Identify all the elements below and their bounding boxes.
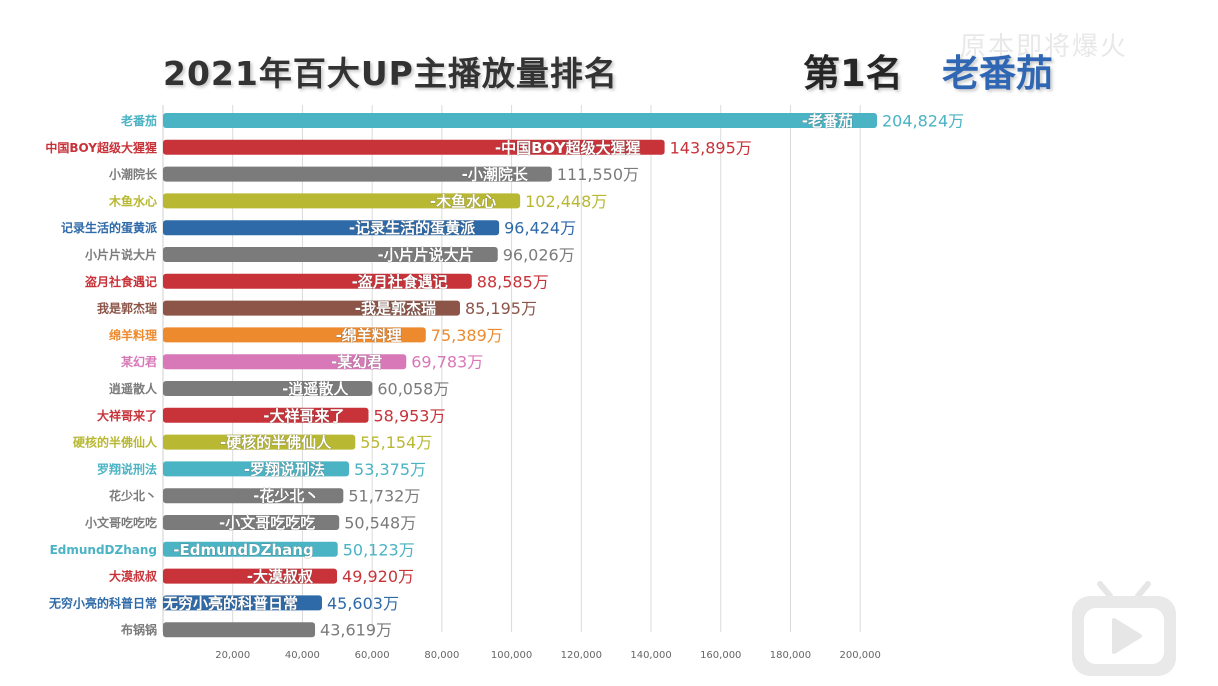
bar-label: -盗月社食遇记 [352, 273, 448, 291]
value-label: 111,550万 [557, 165, 639, 184]
bar [163, 354, 407, 370]
category-label: 无穷小亮的科普日常 [48, 595, 157, 610]
x-tick-label: 40,000 [285, 650, 320, 661]
bar [163, 247, 498, 262]
category-label: 大漠叔叔 [109, 569, 158, 584]
x-tick-label: 100,000 [491, 650, 532, 661]
value-label: 50,548万 [344, 514, 416, 533]
bar [163, 622, 316, 638]
value-label: 69,783万 [411, 353, 483, 372]
bar-label: -绵羊料理 [336, 326, 402, 344]
x-tick-label: 20,000 [215, 650, 250, 661]
bar-label: -EdmundDZhang [173, 541, 313, 559]
value-label: 53,375万 [354, 460, 426, 479]
bar-label: -大漠叔叔 [247, 568, 314, 586]
bar-label: -小文哥吃吃吃 [219, 514, 315, 532]
bar-label: -记录生活的蛋黄派 [349, 219, 476, 237]
category-label: 中国BOY超级大猩猩 [45, 140, 157, 155]
bar [163, 434, 356, 450]
bar [163, 381, 373, 396]
bar-label: -逍遥散人 [282, 380, 349, 398]
leader-name: 老番茄 [942, 52, 1053, 95]
category-label: 大祥哥来了 [97, 408, 157, 423]
category-label: 罗翔说刑法 [97, 461, 157, 476]
bar [163, 515, 340, 530]
bar-label: -硬核的半佛仙人 [220, 434, 332, 452]
category-label: 小潮院长 [109, 167, 158, 182]
category-label: 记录生活的蛋黄派 [61, 220, 158, 235]
bar [163, 461, 350, 477]
bar [163, 488, 344, 504]
bar [163, 541, 338, 557]
category-label: 布锅锅 [121, 622, 157, 637]
x-tick-label: 140,000 [630, 650, 671, 661]
bar-label: -罗翔说刑法 [244, 460, 325, 478]
x-tick-label: 80,000 [424, 650, 459, 661]
value-label: 51,732万 [348, 487, 420, 506]
bar-label: -我是郭杰瑞 [355, 300, 436, 318]
bar [163, 113, 877, 128]
rank-label: 第1名 [803, 52, 903, 95]
bar [163, 273, 472, 289]
x-tick-label: 200,000 [840, 650, 881, 661]
bar [163, 139, 665, 155]
value-label: 88,585万 [477, 272, 549, 291]
bar [163, 300, 460, 316]
bar-label: -某幻君 [331, 353, 382, 371]
category-label: 小文哥吃吃吃 [85, 515, 157, 530]
category-label: 我是郭杰瑞 [97, 301, 157, 316]
category-label: 盗月社食遇记 [85, 274, 157, 289]
watermark-text: 原本即将爆火 [960, 32, 1129, 62]
category-label: 小片片说大片 [85, 247, 157, 262]
value-label: 60,058万 [377, 380, 449, 399]
bar [163, 327, 426, 343]
x-tick-label: 160,000 [700, 650, 741, 661]
value-label: 55,154万 [360, 433, 432, 452]
bar-label: -老番茄 [802, 112, 853, 130]
bilibili-play-logo-icon[interactable] [1068, 578, 1180, 680]
category-label: EdmundDZhang [50, 543, 157, 557]
value-label: 96,026万 [503, 246, 575, 265]
value-label: 85,195万 [465, 299, 537, 318]
value-label: 204,824万 [882, 112, 964, 131]
bar-label: -大祥哥来了 [263, 407, 344, 425]
category-label: 某幻君 [121, 354, 157, 369]
bar [163, 220, 500, 236]
value-label: 49,920万 [342, 567, 414, 586]
bar [163, 407, 369, 423]
category-label: 花少北丶 [109, 488, 157, 503]
bar-label: -木鱼水心 [430, 192, 496, 210]
bar-label: -小潮院长 [462, 166, 529, 184]
value-label: 43,619万 [320, 621, 392, 640]
bar [163, 568, 338, 584]
category-label: 老番茄 [121, 113, 157, 128]
value-label: 96,424万 [504, 219, 576, 238]
value-label: 58,953万 [374, 406, 446, 425]
bar [163, 595, 322, 611]
value-label: 102,448万 [525, 192, 607, 211]
bar-label: -小片片说大片 [378, 246, 474, 264]
value-label: 50,123万 [343, 540, 415, 559]
x-tick-label: 60,000 [355, 650, 390, 661]
value-label: 143,895万 [670, 138, 752, 157]
category-label: 木鱼水心 [108, 193, 157, 208]
x-tick-label: 120,000 [561, 650, 602, 661]
bar-label: 无穷小亮的科普日常 [162, 594, 298, 612]
bar [163, 193, 521, 209]
bar [163, 166, 552, 182]
x-tick-label: 180,000 [770, 650, 811, 661]
category-label: 逍遥散人 [109, 381, 158, 396]
category-label: 硬核的半佛仙人 [73, 435, 158, 450]
bar-label: -中国BOY超级大猩猩 [495, 139, 641, 157]
category-label: 绵羊料理 [109, 327, 157, 342]
bar-label: -花少北丶 [253, 487, 319, 505]
value-label: 75,389万 [431, 326, 503, 345]
value-label: 45,603万 [327, 594, 399, 613]
chart-title: 2021年百大UP主播放量排名 [163, 54, 618, 93]
